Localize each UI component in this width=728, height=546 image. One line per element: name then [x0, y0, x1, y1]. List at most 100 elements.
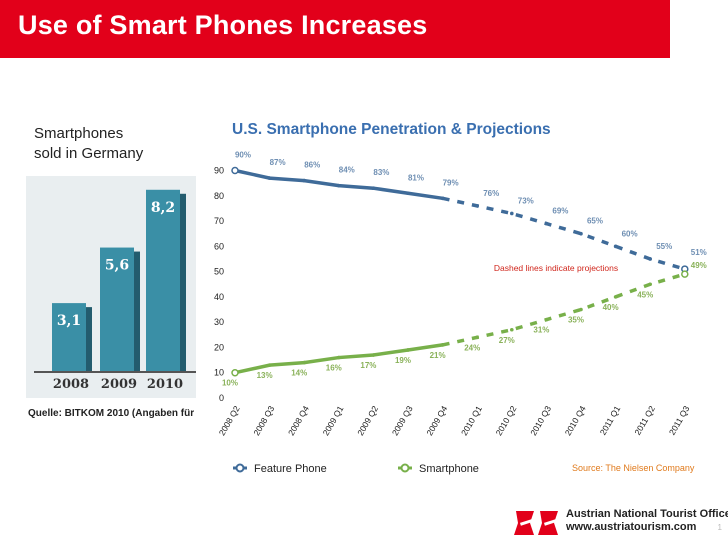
- data-point-marker: [579, 307, 583, 312]
- data-label: 90%: [235, 151, 251, 160]
- data-label: 79%: [443, 178, 459, 187]
- footer-org-name: Austrian National Tourist Office: [566, 508, 728, 520]
- germany-chart-title-line: sold in Germany: [34, 145, 144, 162]
- data-label: 27%: [499, 336, 515, 345]
- data-label: 81%: [408, 173, 424, 182]
- y-tick-label: 60: [214, 241, 224, 251]
- germany-bar-value-label: 8,2: [151, 200, 175, 216]
- data-label: 76%: [483, 189, 499, 198]
- germany-source-text: Quelle: BITKOM 2010 (Angaben für: [28, 408, 194, 419]
- data-label: 19%: [395, 356, 411, 365]
- x-tick-label: 2009 Q3: [390, 404, 415, 437]
- data-point-marker: [510, 211, 514, 216]
- x-tick-label: 2011 Q1: [598, 404, 623, 437]
- data-label: 87%: [270, 158, 286, 167]
- x-tick-label: 2010 Q1: [459, 404, 484, 437]
- data-point-marker: [440, 343, 445, 347]
- data-label: 51%: [691, 248, 707, 257]
- data-label: 40%: [603, 303, 619, 312]
- title-bar: Use of Smart Phones Increases: [0, 0, 670, 58]
- data-label: 84%: [339, 166, 355, 175]
- data-point-marker: [371, 186, 376, 190]
- germany-bar-shade: [86, 307, 92, 372]
- data-point-marker: [371, 353, 376, 357]
- data-label: 49%: [691, 261, 707, 270]
- data-label: 60%: [622, 229, 638, 238]
- projection-note: Dashed lines indicate projections: [494, 263, 618, 273]
- germany-bar-value-label: 3,1: [57, 313, 81, 329]
- germany-bar: [52, 303, 86, 372]
- x-tick-label: 2009 Q4: [424, 404, 449, 437]
- data-point-marker: [613, 244, 618, 249]
- data-point-marker: [406, 191, 410, 196]
- data-point-marker: [267, 363, 272, 367]
- us-chart-title: U.S. Smartphone Penetration & Projection…: [232, 121, 551, 138]
- austria-flag-logo-icon: [514, 511, 558, 535]
- data-label: 73%: [518, 196, 534, 205]
- y-tick-label: 80: [214, 191, 224, 201]
- data-label: 14%: [291, 369, 307, 378]
- data-label: 31%: [533, 326, 549, 335]
- data-point-marker: [648, 257, 652, 261]
- y-tick-label: 90: [214, 166, 224, 176]
- germany-bar: [100, 247, 134, 372]
- x-tick-label: 2008 Q3: [251, 404, 276, 437]
- series-line-projection: [442, 272, 686, 347]
- data-point-marker: [231, 166, 239, 175]
- data-point-marker: [475, 204, 480, 208]
- data-point-marker: [579, 231, 583, 236]
- germany-bar-shade: [180, 193, 186, 372]
- data-point-marker: [337, 355, 341, 360]
- y-tick-label: 0: [219, 393, 224, 403]
- y-tick-label: 40: [214, 292, 224, 302]
- data-label: 69%: [552, 207, 568, 216]
- x-tick-label: 2011 Q2: [632, 404, 657, 437]
- data-point-marker: [337, 183, 341, 188]
- x-tick-label: 2010 Q4: [563, 404, 588, 437]
- germany-sales-chart: Smartphones sold in Germany 3,1 2008 5,6 2009…: [26, 116, 196, 432]
- data-point-marker: [648, 282, 652, 287]
- x-tick-label: 2008 Q2: [217, 404, 242, 437]
- data-point-marker: [406, 348, 410, 352]
- data-label: 10%: [222, 379, 238, 388]
- x-tick-label: 2010 Q3: [528, 404, 553, 437]
- y-tick-label: 20: [214, 342, 224, 352]
- data-label: 86%: [304, 161, 320, 170]
- data-point-marker: [681, 270, 689, 278]
- germany-bar: [146, 189, 180, 372]
- data-point-marker: [302, 360, 306, 365]
- germany-source-area: [26, 398, 196, 432]
- y-tick-label: 10: [214, 368, 224, 378]
- data-label: 24%: [464, 343, 480, 352]
- data-label: 35%: [568, 316, 584, 325]
- us-penetration-chart: U.S. Smartphone Penetration & Projection…: [214, 121, 707, 475]
- data-point-marker: [440, 196, 445, 201]
- x-tick-label: 2010 Q2: [494, 404, 519, 437]
- data-point-marker: [231, 368, 239, 377]
- x-tick-label: 2009 Q2: [355, 404, 380, 437]
- footer-url: www.austriatourism.com: [566, 521, 697, 533]
- legend-label: Feature Phone: [254, 463, 327, 475]
- y-tick-label: 70: [214, 216, 224, 226]
- data-label: 45%: [637, 290, 653, 299]
- page-number: 1: [717, 523, 722, 532]
- germany-category-label: 2010: [147, 377, 183, 392]
- data-label: 16%: [326, 364, 342, 373]
- germany-bar-value-label: 5,6: [105, 258, 129, 274]
- data-point-marker: [510, 327, 514, 332]
- data-point-marker: [475, 335, 480, 340]
- data-point-marker: [544, 221, 549, 226]
- series-line-projection: [442, 196, 686, 271]
- y-tick-label: 50: [214, 267, 224, 277]
- data-label: 17%: [360, 361, 376, 370]
- legend-swatch-marker: [235, 463, 245, 473]
- germany-bar-shade: [134, 251, 140, 372]
- x-tick-label: 2008 Q4: [286, 404, 311, 437]
- title-right-strip: [670, 0, 728, 58]
- x-tick-label: 2009 Q1: [321, 404, 346, 437]
- data-point-marker: [544, 317, 549, 322]
- germany-category-label: 2009: [101, 377, 137, 392]
- data-point-marker: [267, 176, 272, 180]
- legend-swatch-marker: [400, 463, 410, 473]
- data-label: 55%: [656, 242, 672, 251]
